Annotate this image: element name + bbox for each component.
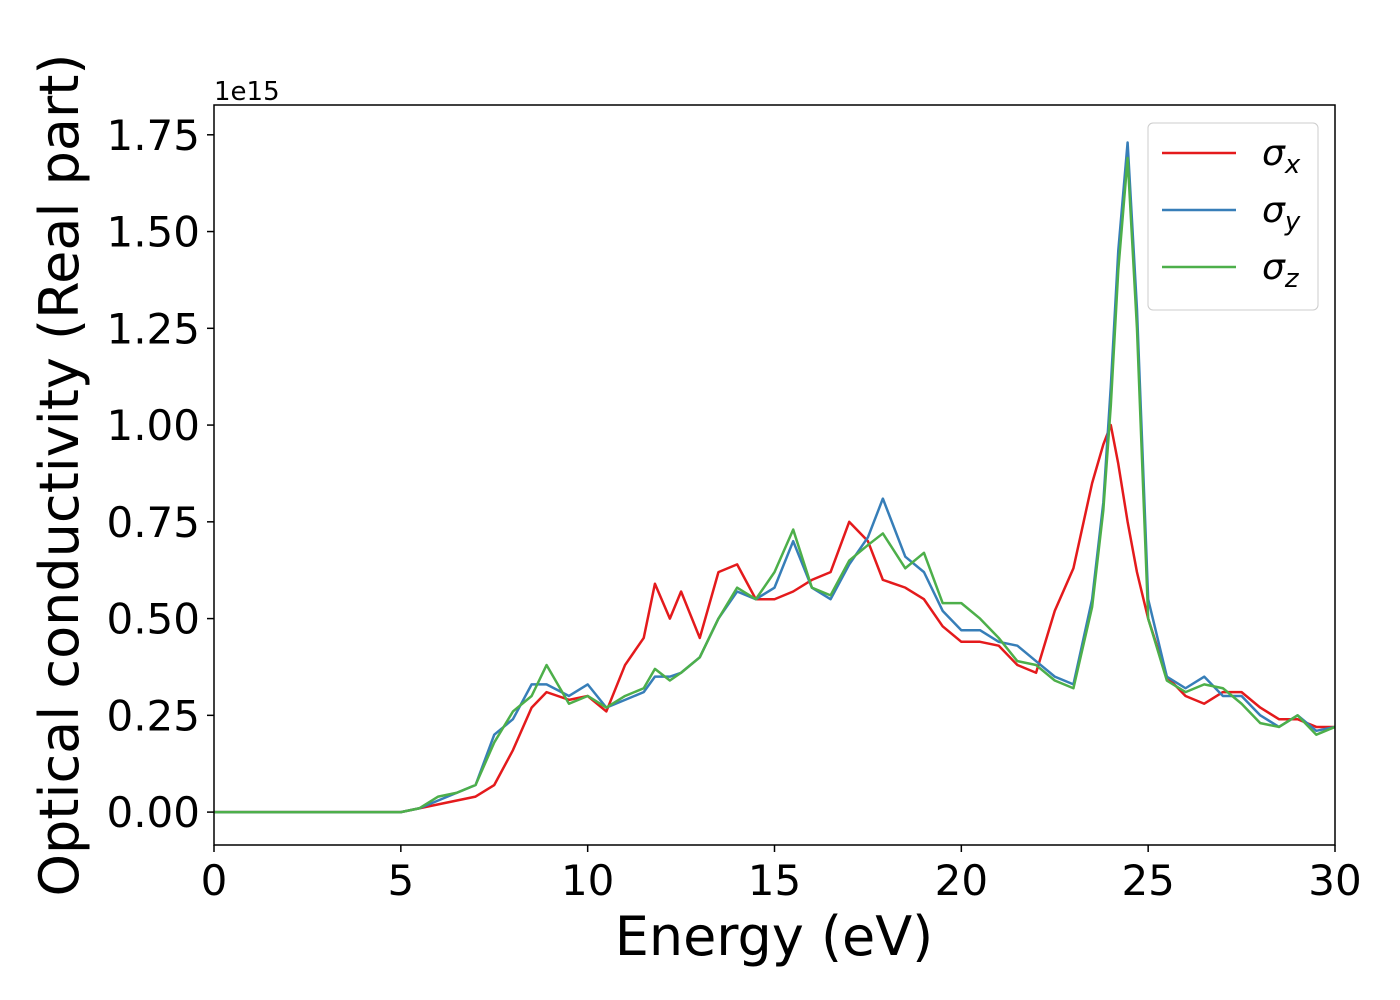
data-line [214, 156, 1336, 814]
legend-box [1147, 122, 1319, 311]
legend-label: σy [1262, 190, 1301, 237]
x-tick-label: 15 [748, 856, 801, 905]
y-tick-label: 1.00 [106, 401, 200, 450]
legend-symbol: σ [1262, 133, 1286, 174]
x-tick-label: 5 [387, 856, 414, 905]
data-line [214, 141, 1336, 814]
y-axis-label: Optical conductivity (Real part) [28, 54, 91, 897]
x-tick-label: 10 [561, 856, 614, 905]
legend-label: σx [1262, 133, 1301, 180]
y-offset-label: 1e15 [214, 77, 280, 107]
legend-symbol: σ [1262, 190, 1286, 231]
x-tick-label: 20 [935, 856, 988, 905]
y-tick-label: 0.25 [106, 691, 200, 740]
x-tick-label: 30 [1308, 856, 1361, 905]
legend-symbol: σ [1262, 247, 1286, 288]
x-tick-label: 0 [201, 856, 228, 905]
legend-subscript: y [1284, 207, 1301, 237]
y-tick-label: 0.50 [106, 595, 200, 644]
plot-frame [213, 104, 1336, 846]
y-tick-label: 0.75 [106, 498, 200, 547]
y-tick-label: 1.50 [106, 208, 200, 257]
x-tick-label: 25 [1121, 856, 1174, 905]
legend-subscript: z [1284, 264, 1300, 294]
y-tick-label: 0.00 [106, 788, 200, 837]
legend-subscript: x [1284, 150, 1301, 180]
legend-label: σz [1262, 247, 1300, 294]
x-axis-label: Energy (eV) [615, 905, 934, 968]
y-tick-label: 1.75 [106, 111, 200, 160]
y-tick-label: 1.25 [106, 304, 200, 353]
